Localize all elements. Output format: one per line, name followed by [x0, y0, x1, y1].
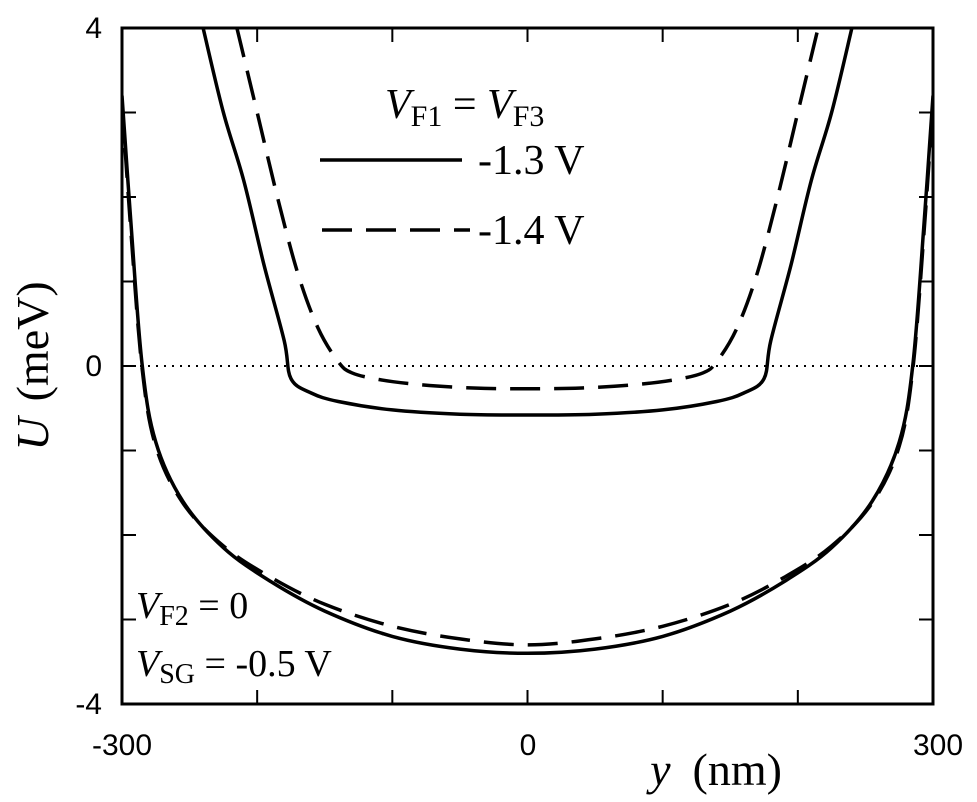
legend: VF1 = VF3 -1.3 V -1.4 V [320, 82, 585, 254]
y-tick-label-zero: 0 [85, 350, 102, 383]
x-tick-label-center: 0 [520, 729, 537, 762]
x-axis-title: y (nm) [646, 744, 782, 795]
series-line-dashed-1 [235, 28, 820, 391]
y-tick-label-top: 4 [85, 12, 102, 45]
legend-title: VF1 = VF3 [385, 82, 544, 133]
series-line-solid-0 [201, 28, 854, 417]
legend-entry-solid-label: -1.3 V [478, 138, 585, 184]
x-tick-label-right: 300 [913, 729, 963, 762]
y-tick-label-bottom: -4 [75, 688, 102, 721]
y-axis-title: U(meV) [7, 281, 58, 450]
legend-entry-dashed-label: -1.4 V [478, 208, 585, 254]
series-line-dashed-3 [122, 103, 933, 647]
axis-ticks [121, 27, 934, 705]
parameter-annotation: VF2 = 0 VSG = -0.5 V [136, 585, 332, 690]
x-tick-label-left: -300 [92, 729, 152, 762]
annotation-vsg: VSG = -0.5 V [136, 643, 332, 690]
annotation-vf2: VF2 = 0 [136, 585, 248, 632]
series-lines [122, 28, 933, 656]
